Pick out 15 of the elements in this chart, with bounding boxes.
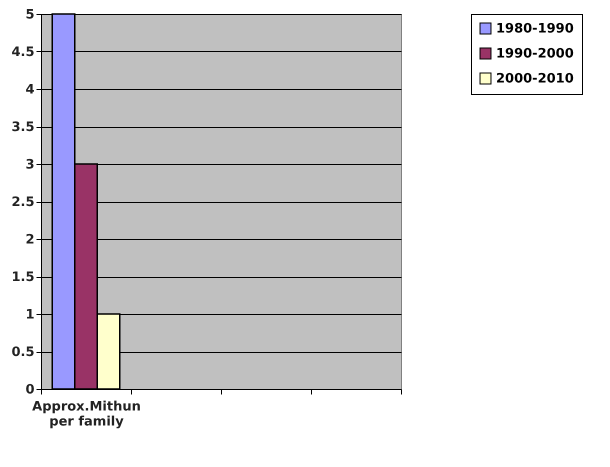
y-tick-label: 1.5 bbox=[11, 270, 34, 285]
y-tick-label: 4 bbox=[25, 82, 34, 98]
y-tick-label: 0 bbox=[25, 382, 34, 398]
y-tick-label: 5 bbox=[25, 8, 34, 22]
y-tick-label: 2.5 bbox=[11, 195, 34, 210]
y-tick-label: 3.5 bbox=[11, 120, 34, 135]
y-tick-label: 4.5 bbox=[11, 45, 34, 60]
y-tick-label: 0.5 bbox=[11, 345, 34, 360]
legend-label: 1980-1990 bbox=[496, 22, 574, 36]
legend-label: 1990-2000 bbox=[496, 46, 574, 62]
x-tick-label: Approx.Mithun per family bbox=[32, 400, 141, 430]
legend-label: 2000-2010 bbox=[496, 72, 574, 86]
y-tick-label: 3 bbox=[25, 158, 34, 172]
y-tick-label: 2 bbox=[25, 232, 34, 248]
y-tick-label: 1 bbox=[25, 308, 34, 322]
